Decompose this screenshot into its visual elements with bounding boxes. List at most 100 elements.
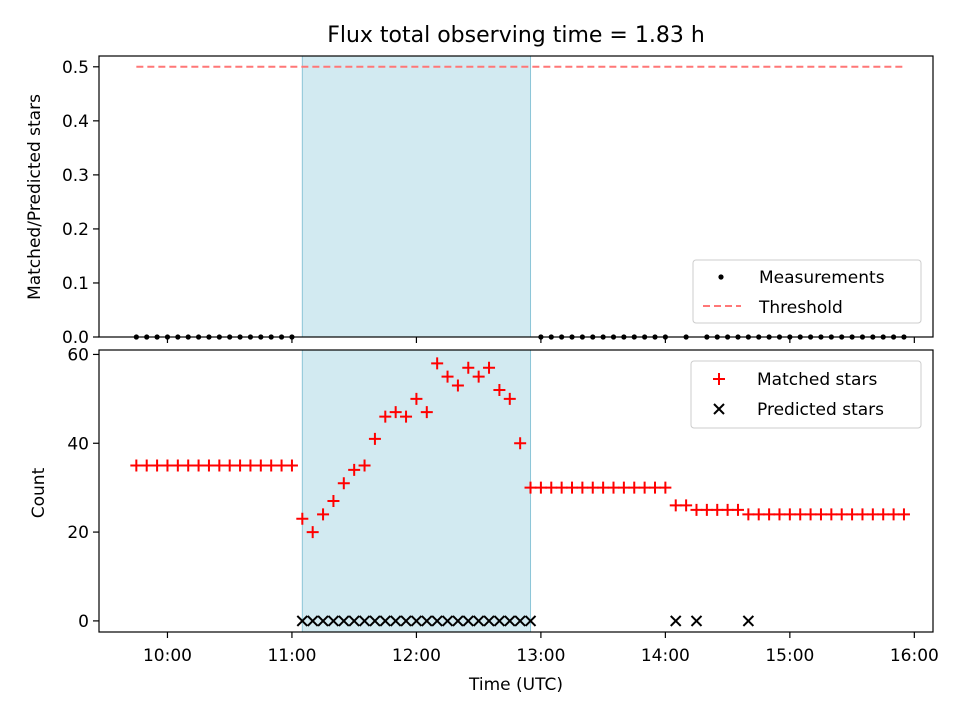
- predicted-stars-points: [296, 615, 755, 627]
- x-axis-label: Time (UTC): [468, 675, 563, 695]
- matched-star-point: [451, 379, 464, 392]
- matched-star-point: [617, 481, 630, 494]
- legend-threshold-label: Threshold: [758, 298, 843, 318]
- matched-star-point: [897, 508, 910, 521]
- matched-star-point: [389, 406, 402, 419]
- bottom-legend: Matched stars Predicted stars: [690, 360, 922, 429]
- predicted-star-point: [358, 615, 371, 627]
- matched-star-point: [192, 459, 205, 472]
- top-panel: 0.0 0.1 0.2 0.3 0.4 0.5 Matched/Predicted sta…: [25, 55, 934, 348]
- matched-star-point: [182, 459, 195, 472]
- matched-stars-points: [130, 357, 910, 539]
- predicted-star-point: [441, 615, 454, 627]
- bottom-x-ticks: 10:00 11:00 12:00 13:00 14:00 15:00 16:00: [143, 632, 939, 666]
- matched-star-point: [649, 481, 661, 494]
- predicted-star-point: [431, 615, 443, 627]
- predicted-star-point: [400, 615, 412, 627]
- matched-star-point: [483, 361, 496, 374]
- top-y-tick-label: 0.4: [62, 112, 89, 132]
- bottom-panel: 0 20 40 60 10:00 11:00 12:00 13:00 14:00 15:00 16…: [29, 345, 939, 695]
- matched-star-point: [420, 406, 433, 419]
- matched-star-point: [202, 459, 215, 472]
- matched-star-point: [534, 481, 547, 494]
- predicted-star-point: [296, 615, 309, 627]
- predicted-star-point: [493, 615, 506, 627]
- x-tick-label: 15:00: [765, 646, 814, 666]
- predicted-star-point: [514, 615, 526, 627]
- top-legend: Measurements Threshold: [692, 259, 922, 324]
- predicted-star-point: [327, 615, 340, 627]
- predicted-star-point: [742, 615, 755, 627]
- matched-star-point: [244, 459, 257, 472]
- matched-star-point: [545, 481, 558, 494]
- predicted-star-point: [452, 615, 464, 627]
- matched-star-point: [856, 508, 869, 521]
- matched-star-point: [804, 508, 817, 521]
- predicted-star-point: [306, 615, 319, 627]
- x-tick-label: 11:00: [267, 646, 316, 666]
- matched-star-point: [763, 508, 776, 521]
- predicted-star-point: [421, 615, 433, 627]
- matched-star-point: [825, 508, 838, 521]
- matched-star-point: [368, 432, 381, 445]
- matched-star-point: [835, 508, 848, 521]
- predicted-star-point: [462, 615, 474, 627]
- matched-star-point: [306, 526, 319, 539]
- predicted-star-point: [472, 615, 485, 627]
- matched-star-point: [161, 459, 174, 472]
- matched-star-point: [773, 508, 786, 521]
- matched-star-point: [431, 357, 444, 370]
- top-y-tick-label: 0.5: [62, 58, 89, 78]
- matched-star-point: [887, 508, 900, 521]
- matched-star-point: [275, 459, 288, 472]
- x-tick-label: 16:00: [890, 646, 939, 666]
- matched-star-point: [752, 508, 765, 521]
- matched-star-point: [877, 508, 890, 521]
- top-legend-box: [692, 259, 922, 324]
- matched-star-point: [337, 477, 350, 490]
- matched-star-point: [597, 481, 610, 494]
- matched-star-point: [223, 459, 236, 472]
- matched-star-point: [721, 503, 734, 516]
- matched-star-point: [379, 410, 392, 423]
- matched-star-point: [783, 508, 796, 521]
- matched-star-point: [711, 503, 724, 516]
- matched-star-point: [171, 459, 184, 472]
- matched-star-point: [410, 392, 423, 405]
- top-y-tick-label: 0.2: [62, 220, 89, 240]
- matched-star-point: [462, 361, 475, 374]
- top-plot-frame: [98, 55, 934, 338]
- matched-star-point: [265, 459, 278, 472]
- matched-star-point: [638, 481, 651, 494]
- matched-star-point: [441, 370, 454, 383]
- matched-star-point: [814, 508, 827, 521]
- predicted-star-point: [410, 615, 423, 627]
- bottom-plot-frame: [98, 349, 934, 633]
- matched-star-point: [690, 503, 703, 516]
- matched-star-point: [680, 499, 693, 512]
- matched-star-point: [234, 459, 247, 472]
- predicted-star-point: [348, 615, 360, 627]
- legend-matched-label: Matched stars: [757, 370, 877, 390]
- top-y-tick-label: 0.3: [62, 166, 89, 186]
- predicted-star-point: [379, 615, 392, 627]
- observing-window-shade: [301, 55, 532, 338]
- bottom-y-tick-label: 20: [67, 523, 89, 543]
- bottom-y-tick-label: 0: [78, 612, 89, 632]
- matched-star-point: [213, 459, 226, 472]
- matched-star-point: [327, 494, 340, 507]
- matched-star-point: [285, 459, 298, 472]
- matched-star-point: [607, 481, 620, 494]
- chart-title: Flux total observing time = 1.83 h: [327, 23, 705, 48]
- matched-star-point: [700, 503, 713, 516]
- x-tick-label: 10:00: [143, 646, 192, 666]
- legend-predicted-label: Predicted stars: [757, 400, 884, 420]
- matched-star-point: [628, 481, 641, 494]
- predicted-star-point: [670, 615, 682, 627]
- matched-star-point: [794, 508, 807, 521]
- matched-star-point: [731, 503, 744, 516]
- matched-star-point: [576, 481, 589, 494]
- matched-star-point: [493, 383, 506, 396]
- legend-predicted-marker: [713, 403, 725, 415]
